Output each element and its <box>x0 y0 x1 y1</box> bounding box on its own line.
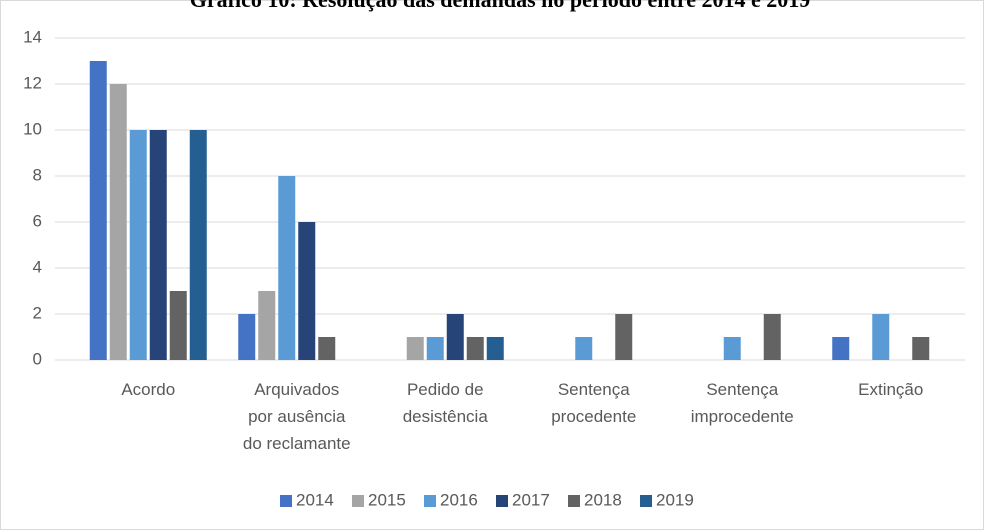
bar <box>318 337 336 360</box>
y-tick-label: 4 <box>33 257 42 276</box>
x-tick-label: Acordo <box>121 380 175 399</box>
y-tick-label: 0 <box>33 349 42 368</box>
x-tick-label: Extinção <box>858 380 923 399</box>
x-tick-label: Sentença procedente <box>551 380 636 426</box>
bar <box>832 337 850 360</box>
bar <box>169 291 187 360</box>
bar <box>763 314 781 360</box>
x-tick-label: Sentença improcedente <box>691 380 794 426</box>
legend-swatch <box>280 495 292 507</box>
bar <box>238 314 256 360</box>
x-tick-label: Arquivados por ausência do reclamante <box>243 380 351 453</box>
bar <box>575 337 593 360</box>
y-tick-label: 8 <box>33 165 42 184</box>
bar <box>486 337 504 360</box>
bar <box>426 337 444 360</box>
bar <box>723 337 741 360</box>
y-tick-label: 10 <box>23 119 42 138</box>
legend-swatch <box>352 495 364 507</box>
legend-label: 2014 <box>296 490 334 509</box>
bar <box>298 222 316 360</box>
legend-label: 2016 <box>440 490 478 509</box>
y-tick-label: 12 <box>23 73 42 92</box>
legend-label: 2015 <box>368 490 406 509</box>
legend-swatch <box>424 495 436 507</box>
x-tick-label: Pedido de desistência <box>403 380 489 426</box>
legend-label: 2018 <box>584 490 622 509</box>
bar <box>446 314 464 360</box>
bar <box>149 130 167 360</box>
chart-title: Gráfico 10: Resolução das demandas no pe… <box>190 0 810 12</box>
bar <box>406 337 424 360</box>
y-tick-label: 6 <box>33 211 42 230</box>
legend-swatch <box>568 495 580 507</box>
legend-label: 2019 <box>656 490 694 509</box>
bar <box>615 314 633 360</box>
bar <box>129 130 147 360</box>
bar <box>872 314 890 360</box>
bar <box>466 337 484 360</box>
legend-label: 2017 <box>512 490 550 509</box>
bar <box>189 130 207 360</box>
bar <box>109 84 127 360</box>
bar <box>912 337 930 360</box>
bar <box>278 176 296 360</box>
bar <box>89 61 107 360</box>
bar <box>258 291 276 360</box>
legend-swatch <box>496 495 508 507</box>
y-tick-label: 2 <box>33 303 42 322</box>
legend-swatch <box>640 495 652 507</box>
y-tick-label: 14 <box>23 27 42 46</box>
